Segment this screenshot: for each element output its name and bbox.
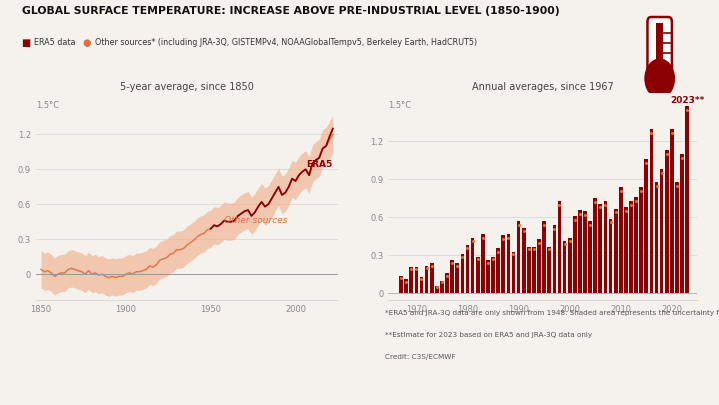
Bar xyxy=(506,234,510,293)
Bar xyxy=(558,201,562,293)
Bar xyxy=(496,248,500,293)
Text: Other sources: Other sources xyxy=(224,216,288,225)
Bar xyxy=(639,187,643,293)
Bar xyxy=(680,154,684,293)
Bar xyxy=(491,257,495,293)
Bar xyxy=(455,263,459,293)
Bar xyxy=(634,197,638,293)
Bar xyxy=(409,267,413,293)
Bar xyxy=(573,216,577,293)
Bar xyxy=(619,187,623,293)
Text: ERA5: ERA5 xyxy=(306,160,332,169)
Bar xyxy=(404,279,408,293)
Bar xyxy=(420,277,423,293)
Text: *ERA5 and JRA-3Q data are only shown from 1948. Shaded area represents the uncer: *ERA5 and JRA-3Q data are only shown fro… xyxy=(385,310,719,316)
Bar xyxy=(665,150,669,293)
Bar xyxy=(629,201,633,293)
Bar xyxy=(542,221,546,293)
Bar xyxy=(527,247,531,293)
Bar xyxy=(537,239,541,293)
Text: 1.5°C: 1.5°C xyxy=(36,101,59,110)
FancyBboxPatch shape xyxy=(648,17,672,74)
Bar xyxy=(460,254,464,293)
Title: Annual averages, since 1967: Annual averages, since 1967 xyxy=(472,82,614,92)
Bar xyxy=(512,252,516,293)
Text: **Estimate for 2023 based on ERA5 and JRA-3Q data only: **Estimate for 2023 based on ERA5 and JR… xyxy=(385,332,592,338)
Bar xyxy=(563,241,567,293)
Bar xyxy=(466,245,470,293)
Bar xyxy=(415,267,418,293)
Bar xyxy=(685,106,689,293)
Bar xyxy=(624,207,628,293)
Bar xyxy=(445,273,449,293)
Bar xyxy=(655,182,659,293)
Bar xyxy=(604,201,608,293)
Bar xyxy=(471,238,475,293)
Bar xyxy=(547,247,551,293)
Bar xyxy=(614,209,618,293)
Bar xyxy=(598,203,603,293)
Bar xyxy=(593,198,597,293)
Text: 1.5°C: 1.5°C xyxy=(388,101,411,110)
Bar xyxy=(425,266,429,293)
Text: Credit: C3S/ECMWF: Credit: C3S/ECMWF xyxy=(385,354,455,360)
Bar xyxy=(486,260,490,293)
Bar xyxy=(644,159,648,293)
Title: 5-year average, since 1850: 5-year average, since 1850 xyxy=(120,82,254,92)
Bar xyxy=(430,263,434,293)
Bar xyxy=(517,221,521,293)
Bar xyxy=(399,276,403,293)
Bar xyxy=(532,247,536,293)
Bar xyxy=(440,281,444,293)
Bar xyxy=(578,210,582,293)
Text: GLOBAL SURFACE TEMPERATURE: INCREASE ABOVE PRE-INDUSTRIAL LEVEL (1850-1900): GLOBAL SURFACE TEMPERATURE: INCREASE ABO… xyxy=(22,6,559,16)
Bar xyxy=(481,234,485,293)
Bar xyxy=(568,238,572,293)
Bar xyxy=(435,286,439,293)
Bar xyxy=(675,182,679,293)
Bar xyxy=(476,257,480,293)
Bar xyxy=(670,129,674,293)
Bar xyxy=(660,169,664,293)
Text: 2023**: 2023** xyxy=(670,96,705,105)
Text: ●: ● xyxy=(83,38,91,47)
Bar xyxy=(450,260,454,293)
Bar xyxy=(583,211,587,293)
Bar xyxy=(501,235,505,293)
Bar xyxy=(552,225,557,293)
Text: ERA5 data: ERA5 data xyxy=(34,38,81,47)
Circle shape xyxy=(645,59,674,98)
Bar xyxy=(649,129,654,293)
Text: Other sources* (including JRA-3Q, GISTEMPv4, NOAAGlobalTempv5, Berkeley Earth, H: Other sources* (including JRA-3Q, GISTEM… xyxy=(95,38,477,47)
Text: ■: ■ xyxy=(22,38,31,47)
Bar xyxy=(609,219,613,293)
Bar xyxy=(522,228,526,293)
Bar xyxy=(588,221,592,293)
Bar xyxy=(656,23,664,70)
